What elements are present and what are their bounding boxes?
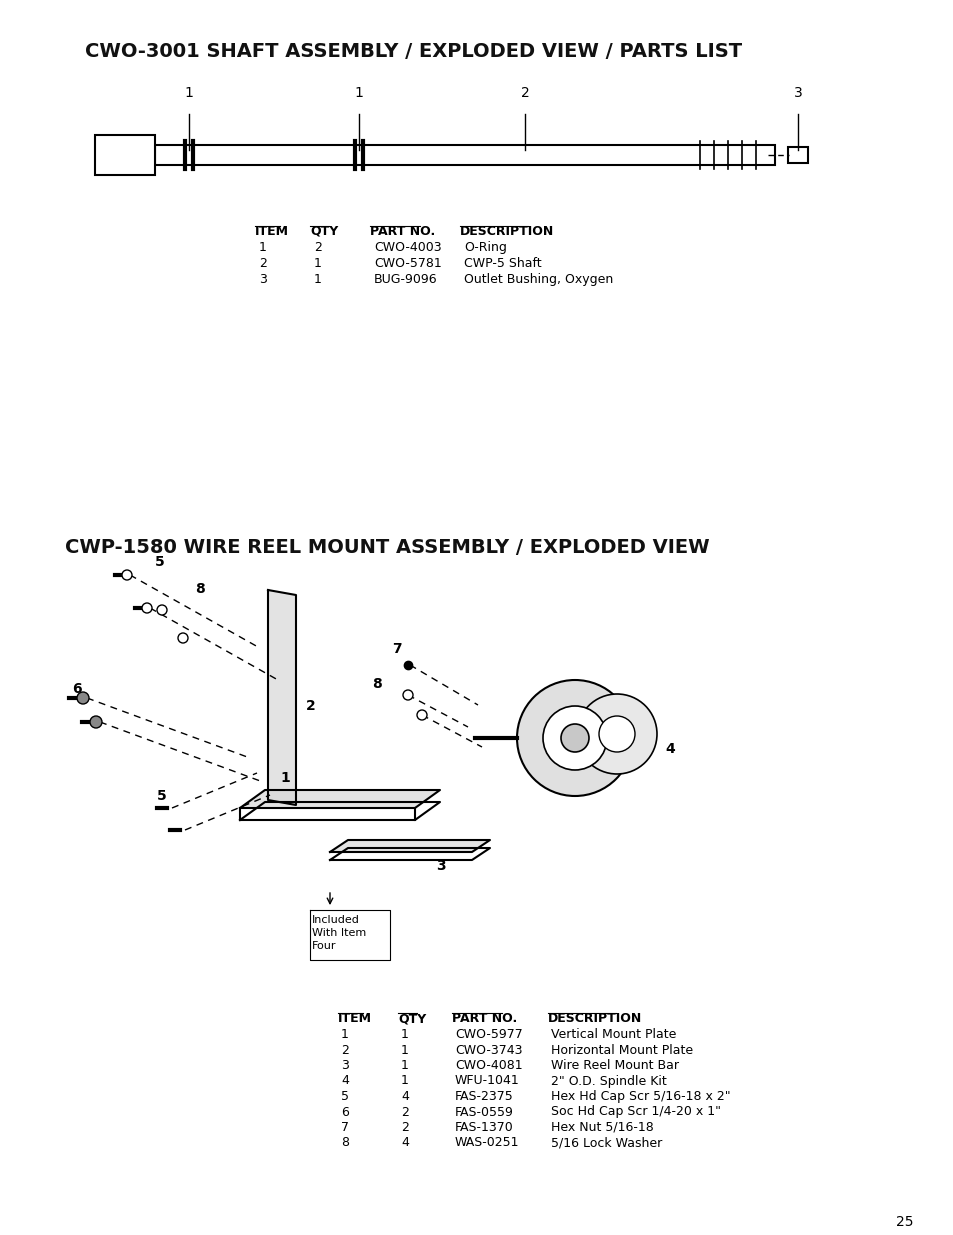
- Text: 3: 3: [340, 1058, 349, 1072]
- Circle shape: [560, 724, 588, 752]
- Text: 4: 4: [400, 1091, 409, 1103]
- Text: 7: 7: [340, 1121, 349, 1134]
- Text: 2: 2: [400, 1121, 409, 1134]
- Text: 8: 8: [194, 582, 205, 597]
- Text: CWO-3743: CWO-3743: [455, 1044, 522, 1056]
- Text: 1: 1: [400, 1058, 409, 1072]
- Bar: [95, 135, 154, 175]
- Circle shape: [577, 694, 657, 774]
- Circle shape: [90, 716, 102, 727]
- Text: PART NO.: PART NO.: [452, 1011, 517, 1025]
- Text: 1: 1: [400, 1044, 409, 1056]
- Text: 1: 1: [258, 241, 267, 254]
- Bar: [154, 144, 774, 165]
- Text: 5: 5: [154, 555, 165, 569]
- Text: 4: 4: [340, 1074, 349, 1088]
- Text: O-Ring: O-Ring: [463, 241, 506, 254]
- Text: 1: 1: [355, 86, 363, 100]
- Circle shape: [416, 710, 427, 720]
- Text: 25: 25: [895, 1215, 913, 1229]
- Text: 2: 2: [314, 241, 321, 254]
- Text: 2" O.D. Spindle Kit: 2" O.D. Spindle Kit: [551, 1074, 666, 1088]
- Text: ITEM: ITEM: [337, 1011, 372, 1025]
- Text: 5/16 Lock Washer: 5/16 Lock Washer: [551, 1136, 661, 1150]
- Text: 2: 2: [400, 1105, 409, 1119]
- Text: FAS-0559: FAS-0559: [455, 1105, 514, 1119]
- Polygon shape: [240, 790, 439, 808]
- Text: DESCRIPTION: DESCRIPTION: [459, 225, 554, 238]
- Circle shape: [77, 692, 89, 704]
- Text: CWO-4081: CWO-4081: [455, 1058, 522, 1072]
- Circle shape: [542, 706, 606, 769]
- Circle shape: [178, 634, 188, 643]
- Text: 2: 2: [520, 86, 529, 100]
- Circle shape: [598, 716, 635, 752]
- Text: CWO-5977: CWO-5977: [455, 1028, 522, 1041]
- Text: CWO-4003: CWO-4003: [374, 241, 441, 254]
- Text: 4: 4: [664, 742, 674, 756]
- Text: Outlet Bushing, Oxygen: Outlet Bushing, Oxygen: [463, 273, 613, 287]
- Polygon shape: [330, 840, 490, 852]
- Text: WAS-0251: WAS-0251: [455, 1136, 519, 1150]
- Text: Hex Nut 5/16-18: Hex Nut 5/16-18: [551, 1121, 653, 1134]
- Text: FAS-2375: FAS-2375: [455, 1091, 514, 1103]
- Text: 2: 2: [306, 699, 315, 713]
- Text: 3: 3: [793, 86, 801, 100]
- Text: 5: 5: [340, 1091, 349, 1103]
- Text: 5: 5: [157, 789, 167, 803]
- Text: Hex Hd Cap Scr 5/16-18 x 2": Hex Hd Cap Scr 5/16-18 x 2": [551, 1091, 730, 1103]
- Text: 8: 8: [372, 677, 381, 692]
- Text: FAS-1370: FAS-1370: [455, 1121, 514, 1134]
- Text: WFU-1041: WFU-1041: [455, 1074, 519, 1088]
- Circle shape: [517, 680, 633, 797]
- Circle shape: [402, 690, 413, 700]
- Text: 6: 6: [340, 1105, 349, 1119]
- Circle shape: [157, 605, 167, 615]
- Circle shape: [122, 571, 132, 580]
- Text: 2: 2: [340, 1044, 349, 1056]
- Text: 6: 6: [71, 682, 82, 697]
- Text: Soc Hd Cap Scr 1/4-20 x 1": Soc Hd Cap Scr 1/4-20 x 1": [551, 1105, 720, 1119]
- Text: 1: 1: [184, 86, 193, 100]
- Text: 3: 3: [258, 273, 267, 287]
- Text: PART NO.: PART NO.: [370, 225, 435, 238]
- Text: Vertical Mount Plate: Vertical Mount Plate: [551, 1028, 676, 1041]
- Text: DESCRIPTION: DESCRIPTION: [547, 1011, 641, 1025]
- Text: 1: 1: [340, 1028, 349, 1041]
- Text: 7: 7: [392, 642, 401, 656]
- Text: 8: 8: [340, 1136, 349, 1150]
- Text: ITEM: ITEM: [254, 225, 289, 238]
- Text: CWO-3001 SHAFT ASSEMBLY / EXPLODED VIEW / PARTS LIST: CWO-3001 SHAFT ASSEMBLY / EXPLODED VIEW …: [85, 42, 741, 61]
- Text: 1: 1: [314, 257, 321, 270]
- Text: CWO-5781: CWO-5781: [374, 257, 441, 270]
- Text: 1: 1: [280, 771, 290, 785]
- Text: 4: 4: [400, 1136, 409, 1150]
- Bar: [787, 147, 807, 163]
- Text: QTY: QTY: [397, 1011, 426, 1025]
- Text: 1: 1: [400, 1074, 409, 1088]
- Text: CWP-5 Shaft: CWP-5 Shaft: [463, 257, 541, 270]
- Text: 2: 2: [258, 257, 267, 270]
- Text: CWP-1580 WIRE REEL MOUNT ASSEMBLY / EXPLODED VIEW: CWP-1580 WIRE REEL MOUNT ASSEMBLY / EXPL…: [65, 538, 709, 557]
- Text: BUG-9096: BUG-9096: [374, 273, 437, 287]
- Text: 1: 1: [314, 273, 321, 287]
- Circle shape: [142, 603, 152, 613]
- Text: 1: 1: [400, 1028, 409, 1041]
- Text: QTY: QTY: [310, 225, 338, 238]
- Text: Wire Reel Mount Bar: Wire Reel Mount Bar: [551, 1058, 679, 1072]
- Text: 3: 3: [436, 860, 445, 873]
- Text: Horizontal Mount Plate: Horizontal Mount Plate: [551, 1044, 693, 1056]
- Polygon shape: [268, 590, 295, 805]
- Text: Included
With Item
Four: Included With Item Four: [312, 915, 366, 951]
